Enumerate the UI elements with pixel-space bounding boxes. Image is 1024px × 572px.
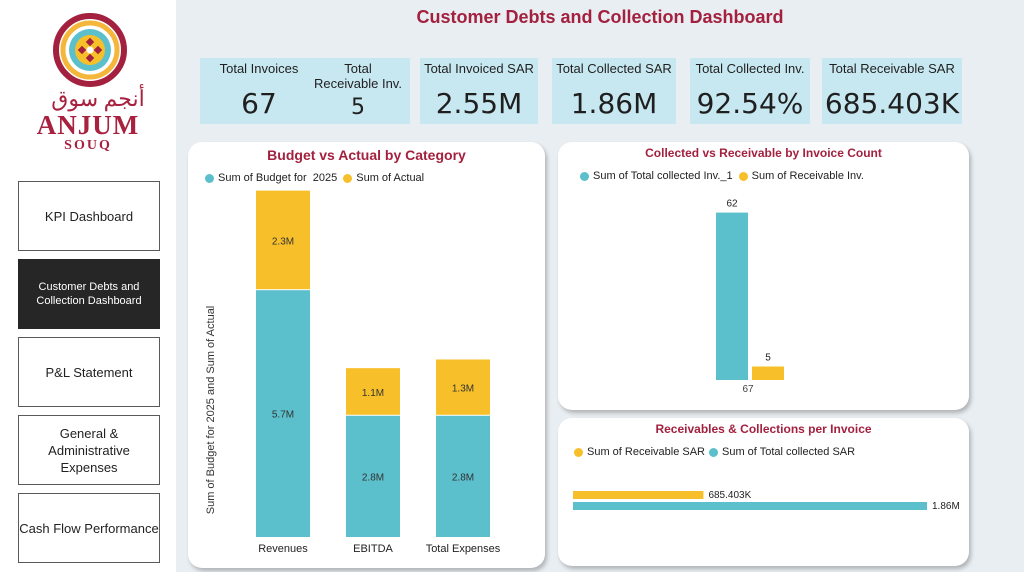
y-axis-label: Sum of Budget for 2025 and Sum of Actual [205,306,217,515]
data-label: 1.86M [932,501,960,512]
bar-actual-2 [436,359,490,415]
x-tick-label: EBITDA [353,543,393,555]
nav-pl-statement-button[interactable]: P&L Statement [18,337,160,407]
kpi-value: 1.86M [570,87,658,120]
x-tick-label: Revenues [258,543,308,555]
legend-label-collected: Sum of Total collected Inv._1 [593,170,733,182]
budget-vs-actual-chart: Sum of Budget for 2025 and Sum of Actual… [205,190,501,555]
nav-cash-flow-button[interactable]: Cash Flow Performance [18,493,160,563]
data-label-actual: 2.3M [272,236,294,247]
bar-actual-0 [256,190,310,290]
bar-actual-1 [346,368,400,415]
bar-receivable [752,366,784,380]
legend-dot-receivable [738,171,748,181]
logo-subtitle: SOUQ [64,138,112,153]
kpi-card-total-receivable-inv: Total Receivable Inv. 5 [306,58,410,124]
kpi-label: Total Collected SAR [556,61,672,76]
bar-collected [716,212,748,380]
data-label: 685.403K [708,490,751,501]
data-label-actual: 1.3M [452,384,474,395]
collected-vs-receivable-panel: Collected vs Receivable by Invoice Count… [558,142,969,410]
data-label: 62 [726,199,738,210]
chart-legend: Sum of Budget for 2025 Sum of Actual [205,172,424,184]
legend-label-budget: Sum of Budget for 2025 [218,172,338,184]
kpi-label: Total Receivable Inv. [314,61,402,91]
data-label-budget: 2.8M [362,472,384,483]
data-label-actual: 1.1M [362,388,384,399]
receivables-collections-chart: 685.403K 1.86M [573,490,960,512]
kpi-card-total-receivable-sar: Total Receivable SAR 685.403K [822,58,962,124]
kpi-label: Total Invoices [219,61,299,76]
kpi-label: Total Invoiced SAR [424,61,534,76]
kpi-label: Total Receivable SAR [829,61,955,76]
chart-title: Collected vs Receivable by Invoice Count [645,146,882,160]
kpi-card-total-collected-sar: Total Collected SAR 1.86M [552,58,676,124]
legend-label-actual: Sum of Actual [356,172,425,184]
nav-customer-debts-button[interactable]: Customer Debts and Collection Dashboard [18,259,160,329]
x-tick-label: Total Expenses [426,543,501,555]
chart-legend: Sum of Total collected Inv._1 Sum of Rec… [580,170,864,182]
kpi-value: 5 [351,95,365,120]
bar-budget-1 [346,415,400,537]
data-label: 5 [765,353,771,364]
dashboard-main: Customer Debts and Collection Dashboard … [176,0,1024,572]
bar-collected-sar [573,502,927,510]
nav-kpi-dashboard-button[interactable]: KPI Dashboard [18,181,160,251]
legend-dot-budget [205,173,214,183]
kpi-value: 67 [241,87,277,120]
kpi-card-total-invoiced-sar: Total Invoiced SAR 2.55M [420,58,538,124]
budget-vs-actual-panel: Budget vs Actual by Category Sum of Budg… [188,142,545,568]
data-label-budget: 2.8M [452,472,474,483]
legend-label-collected-sar: Sum of Total collected SAR [722,446,856,458]
bar-budget-0 [256,290,310,537]
legend-label-receivable-sar: Sum of Receivable SAR [587,446,705,458]
collected-vs-receivable-chart: 62 5 67 [716,199,784,395]
kpi-value: 2.55M [435,87,523,120]
nav-ga-expenses-button[interactable]: General & Administrative Expenses [18,415,160,485]
kpi-label: Total Collected Inv. [695,61,805,76]
x-tick-label: 67 [742,384,754,395]
kpi-card-total-invoices: Total Invoices 67 [200,58,318,124]
bar-budget-2 [436,415,490,537]
page-title: Customer Debts and Collection Dashboard [416,7,784,27]
kpi-value: 92.54% [696,87,804,120]
logo-emblem-icon [53,13,127,87]
chart-title: Receivables & Collections per Invoice [655,422,872,436]
bar-receivable-sar [573,491,704,499]
legend-dot-collected-sar [709,447,718,457]
legend-dot-collected [580,171,589,181]
receivables-collections-panel: Receivables & Collections per Invoice Su… [558,418,969,566]
chart-title: Budget vs Actual by Category [267,147,466,163]
legend-dot-receivable-sar [574,447,583,457]
kpi-value: 685.403K [824,87,960,120]
chart-legend: Sum of Receivable SAR Sum of Total colle… [574,446,855,458]
logo-arabic-text: أنجم سوق [51,86,145,111]
sidebar: أنجم سوق ANJUM SOUQ KPI Dashboard Custom… [0,0,176,572]
anjum-souq-logo [38,10,142,160]
kpi-card-total-collected-inv: Total Collected Inv. 92.54% [690,58,810,124]
legend-label-receivable: Sum of Receivable Inv. [751,170,864,182]
legend-dot-actual [343,173,353,183]
data-label-budget: 5.7M [272,410,294,421]
logo-name: ANJUM [36,110,140,140]
